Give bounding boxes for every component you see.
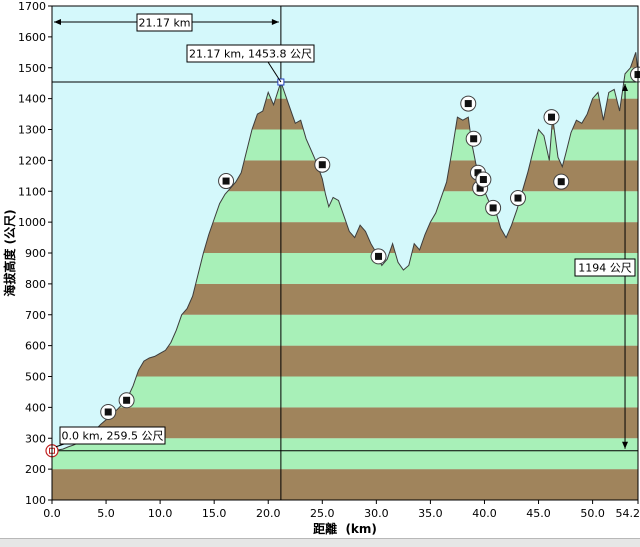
waypoint-marker (315, 157, 330, 172)
x-tick-label: 54.2 (616, 507, 640, 520)
climb-label-text: 1194 公尺 (578, 262, 632, 275)
climb-label: 1194 公尺 (575, 259, 635, 276)
x-axis-title: 距離 (km) (313, 521, 377, 536)
y-tick-label: 200 (25, 463, 46, 476)
distance-label-text: 21.17 km (138, 17, 190, 30)
waypoint-marker (461, 96, 476, 111)
min-point-label: 0.0 km, 259.5 公尺 (60, 427, 165, 444)
y-axis: 100 200 300 400 500 600 700 800 900 1000 1100 1200 1… (18, 0, 52, 507)
y-tick-label: 400 (25, 401, 46, 414)
waypoint-marker (219, 174, 234, 189)
x-tick-label: 0.0 (43, 507, 61, 520)
y-tick-label: 300 (25, 432, 46, 445)
x-tick-label: 45.0 (526, 507, 551, 520)
distance-label: 21.17 km (137, 14, 192, 31)
x-tick-label: 25.0 (310, 507, 335, 520)
waypoint-marker (554, 174, 569, 189)
x-tick-label: 15.0 (202, 507, 227, 520)
waypoint-marker (544, 110, 559, 125)
y-axis-title: 海拔高度 (公尺) (2, 209, 17, 296)
x-tick-label: 5.0 (97, 507, 115, 520)
x-tick-label: 30.0 (364, 507, 389, 520)
x-tick-label: 35.0 (418, 507, 443, 520)
x-tick-label: 10.0 (148, 507, 173, 520)
y-tick-label: 1300 (18, 124, 46, 137)
x-tick-label: 20.0 (256, 507, 281, 520)
y-tick-label: 1600 (18, 31, 46, 44)
y-tick-label: 800 (25, 278, 46, 291)
min-point-label-text: 0.0 km, 259.5 公尺 (61, 430, 163, 443)
max-point-label-text: 21.17 km, 1453.8 公尺 (189, 48, 312, 61)
y-tick-label: 600 (25, 340, 46, 353)
waypoint-marker (466, 131, 481, 146)
y-tick-label: 1400 (18, 93, 46, 106)
y-tick-label: 900 (25, 247, 46, 260)
waypoint-marker (486, 200, 501, 215)
waypoint-marker (510, 191, 525, 206)
x-tick-label: 50.0 (580, 507, 605, 520)
x-tick-label: 40.0 (472, 507, 497, 520)
elevation-band (52, 377, 638, 408)
y-tick-label: 500 (25, 371, 46, 384)
y-tick-label: 1100 (18, 185, 46, 198)
x-axis: 0.0 5.0 10.0 15.0 20.0 25.0 30.0 35.0 40.0 45.0 50… (43, 500, 640, 520)
waypoint-marker (476, 172, 491, 187)
waypoint-marker (119, 393, 134, 408)
y-tick-label: 1000 (18, 216, 46, 229)
waypoint-marker (101, 405, 116, 420)
max-point-label: 21.17 km, 1453.8 公尺 (187, 45, 314, 62)
y-tick-label: 100 (25, 494, 46, 507)
elevation-band (52, 469, 638, 500)
waypoint-marker (371, 249, 386, 264)
y-tick-label: 700 (25, 309, 46, 322)
y-tick-label: 1700 (18, 0, 46, 13)
y-tick-label: 1500 (18, 62, 46, 75)
y-tick-label: 1200 (18, 154, 46, 167)
